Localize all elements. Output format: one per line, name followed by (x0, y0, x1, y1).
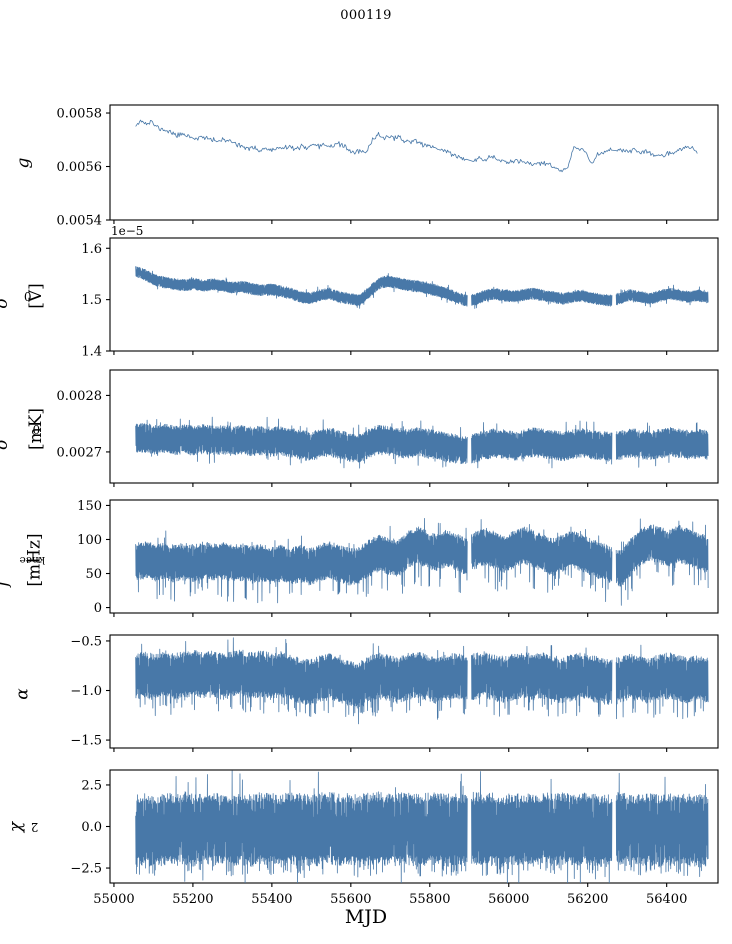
x-tick-label: 55800 (409, 892, 450, 907)
y-tick-label: 0.0 (81, 820, 102, 835)
xlabel: MJD (344, 906, 388, 928)
y-tick-label: 0 (94, 601, 102, 616)
panel-sigma0-v-svg: 1.4 1.5 1.6 1e−5 (81, 224, 719, 360)
axes-frame (109, 499, 719, 614)
panel-sigma0-v: 1.4 1.5 1.6 1e−5 (40, 224, 732, 360)
axes-frame (109, 369, 719, 484)
panel-gain-svg: 0.0054 0.0056 0.0058 (57, 104, 719, 229)
axes-frame (109, 104, 719, 221)
panel-gain: 0.0054 0.0056 0.0058 (40, 100, 732, 229)
axes-frame (109, 237, 719, 352)
y-tick-label: 2.5 (81, 778, 102, 793)
x-tick-label: 55400 (251, 892, 292, 907)
data-line (135, 119, 698, 173)
data-noise-band (135, 266, 709, 309)
y-tick-label: 1.6 (81, 242, 102, 257)
data-noise-band (135, 637, 709, 725)
figure-title: 000119 (340, 8, 392, 23)
panel-alpha: −0.5 −1.0 −1.5 (40, 630, 732, 756)
y-tick-label: 100 (77, 533, 102, 548)
panel-chisq: −2.5 0.0 2.5 55000 55200 55400 55600 55800 56000… (40, 765, 732, 915)
panel-alpha-svg: −0.5 −1.0 −1.5 (70, 634, 719, 752)
y-tick-label: −0.5 (70, 634, 102, 649)
y-tick-label: −1.0 (70, 684, 102, 699)
panel-sigma0-mk-svg: 0.0027 0.0028 (57, 369, 719, 487)
panel-chisq-svg: −2.5 0.0 2.5 55000 55200 55400 55600 55800 56000… (70, 769, 719, 907)
x-tick-label: 56200 (567, 892, 608, 907)
y-tick-label: 0.0056 (57, 160, 103, 175)
x-tick-label: 55200 (172, 892, 213, 907)
data-noise-band (135, 416, 709, 469)
y-tick-label: 50 (85, 567, 102, 582)
ylabel-fknee: fknee [mHz] (0, 533, 46, 587)
data-noise-band (135, 518, 709, 606)
y-tick-label: 0.0027 (57, 445, 103, 460)
y-tick-label: 150 (77, 499, 102, 514)
panel-fknee: 0 50 100 150 (40, 495, 732, 621)
y-tick-label: −1.5 (70, 734, 102, 749)
x-tick-label: 56000 (488, 892, 529, 907)
ylabel-sigma0-mk: σ0 [mK] (0, 407, 46, 451)
y-tick-label: 1.5 (81, 293, 102, 308)
y-tick-label: 0.0028 (57, 389, 103, 404)
y-tick-label: −2.5 (70, 862, 102, 877)
y-tick-label: 1.4 (81, 345, 102, 360)
y-axis-offset-text: 1e−5 (111, 226, 143, 238)
x-tick-label: 55600 (330, 892, 371, 907)
y-tick-label: 0.0054 (57, 214, 103, 227)
panel-sigma0-mk: 0.0027 0.0028 (40, 365, 732, 491)
ylabel-gain: g (12, 157, 33, 168)
x-tick-label: 55000 (93, 892, 134, 907)
ylabel-alpha: α (12, 688, 33, 700)
panel-fknee-svg: 0 50 100 150 (77, 499, 719, 617)
x-tick-label: 56400 (646, 892, 687, 907)
y-tick-label: 0.0058 (57, 107, 103, 122)
axes-frame (109, 634, 719, 749)
data-noise-band (135, 770, 709, 883)
ylabel-sigma0-v: σ0 [V] (0, 282, 46, 309)
